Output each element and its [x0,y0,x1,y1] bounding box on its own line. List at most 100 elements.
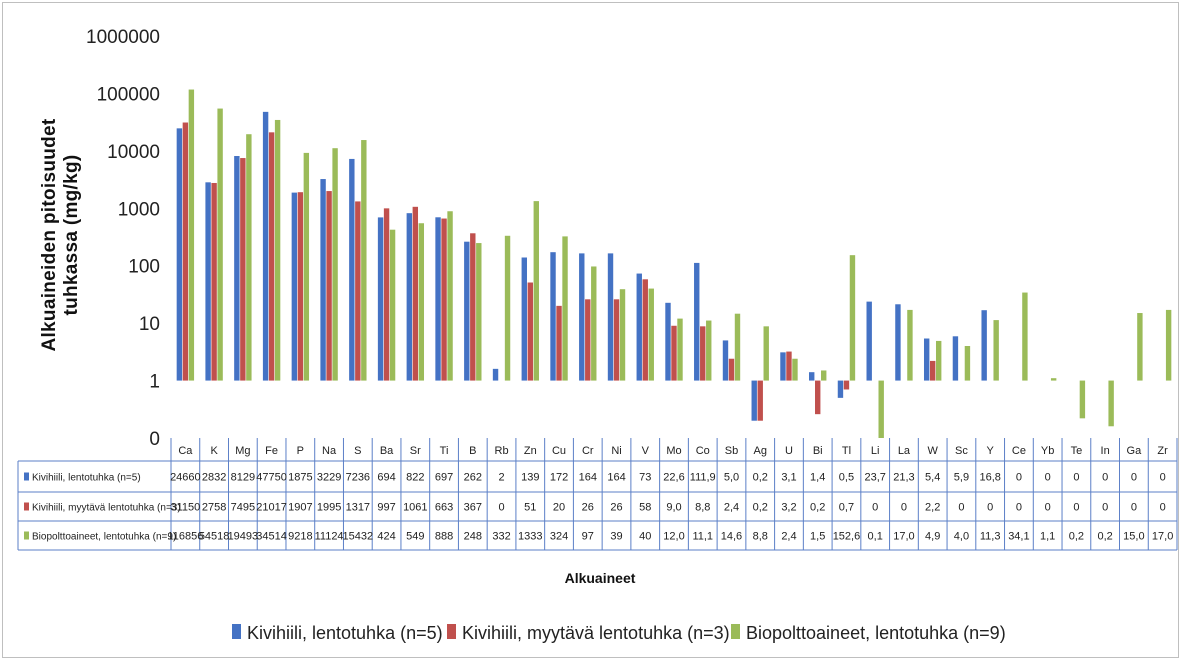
table-cell: 73 [639,472,651,484]
category-label: Cu [552,445,566,457]
legend: Kivihiili, lentotuhka (n=5) Kivihiili, my… [232,623,1006,643]
bar-y-series-3 [993,320,999,381]
bar-ag-series-3 [763,326,769,381]
category-label: Ag [753,445,766,457]
table-cell: 20 [553,502,565,514]
table-cell: 697 [435,472,453,484]
bar-cu-series-1 [550,252,556,381]
bar-te-series-3 [1079,380,1086,419]
y-tick-label: 1000000 [86,27,160,48]
legend-label: Biopolttoaineet, lentotuhka (n=9) [746,623,1006,643]
table-row-label: Biopolttoaineet, lentotuhka (n=9) [32,532,176,543]
category-label: Zn [524,445,537,457]
bar-sb-series-3 [734,313,741,381]
bar-v-series-3 [648,288,654,381]
table-cell: 23,7 [864,472,885,484]
table-cell: 332 [492,531,510,543]
bar-cu-series-3 [562,236,568,381]
category-label: Sr [410,445,421,457]
bar-ti-series-2 [441,218,447,381]
bar-k-series-3 [217,108,223,381]
bar-mg-series-2 [240,158,246,381]
table-cell: 424 [377,531,395,543]
bar-li-series-3 [878,380,884,438]
table-cell: 888 [435,531,453,543]
bar-ag-series-1 [751,380,757,421]
category-label: P [297,445,304,457]
table-cell: 116856 [167,531,203,543]
category-label: S [354,445,361,457]
table-cell: 0 [1045,502,1051,514]
table-cell: 4,9 [925,531,940,543]
bar-ag-series-2 [757,380,763,421]
table-cell: 2,4 [781,531,796,543]
table-row-label: Kivihiili, myytävä lentotuhka (n=3) [32,503,181,514]
bar-ti-series-3 [447,211,453,381]
table-cell: 694 [377,472,395,484]
table-cell: 51 [524,502,536,514]
table-cell: 26 [582,502,594,514]
table-cell: 17,0 [1152,531,1173,543]
bar-bi-series-3 [821,370,827,381]
table-cell: 2,2 [925,502,940,514]
table-cell: 0 [1073,472,1079,484]
category-label: Y [986,445,994,457]
table-cell: 0,7 [839,502,854,514]
table-cell: 21,3 [893,472,914,484]
table-cell: 1,4 [810,472,825,484]
table-cell: 47750 [256,472,287,484]
table-cell: 15,0 [1123,531,1144,543]
category-label: In [1101,445,1110,457]
table-cell: 16,8 [979,472,1000,484]
bar-mg-series-3 [246,134,252,381]
table-cell: 324 [550,531,568,543]
legend-swatch [447,624,456,639]
bar-la-series-3 [907,309,913,381]
table-cell: 0,2 [753,472,768,484]
bars [176,89,1172,438]
bar-ce-series-3 [1022,292,1028,381]
category-label: K [210,445,218,457]
bar-mo-series-2 [671,325,677,381]
table-cell: 11124 [315,531,344,543]
bar-co-series-1 [694,262,700,381]
table-cell: 111,9 [690,472,716,484]
bar-co-series-3 [706,320,712,381]
table-cell: 0 [1102,472,1108,484]
table-cell: 8,8 [695,502,710,514]
table-cell: 7495 [231,502,255,514]
bar-ba-series-3 [389,229,396,381]
category-label: B [469,445,476,457]
bar-tl-series-1 [837,380,844,398]
table-cell: 15432 [343,531,374,543]
category-label: Mo [666,445,681,457]
bar-na-series-1 [320,179,326,381]
table-cell: 11,1 [692,531,713,543]
bar-rb-series-3 [504,235,511,381]
table-row-key [24,531,29,540]
category-label: Co [696,445,710,457]
bar-sb-series-2 [728,358,735,381]
table-cell: 822 [406,472,424,484]
bar-b-series-1 [464,241,470,381]
bar-cr-series-2 [585,299,591,381]
table-cell: 0 [987,502,993,514]
table-cell: 19493 [228,531,259,543]
table-cell: 0 [1073,502,1079,514]
bar-ba-series-1 [377,217,384,381]
table-cell: 2,4 [724,502,739,514]
legend-label: Kivihiili, myytävä lentotuhka (n=3) [462,623,730,643]
bar-bi-series-2 [815,380,821,415]
bar-s-series-2 [355,201,361,381]
bar-sr-series-2 [412,206,419,381]
category-label: Sb [725,445,738,457]
table-cell: 17,0 [893,531,914,543]
table-row-key [24,502,29,511]
table-cell: 1875 [288,472,312,484]
table-cell: 0 [1045,472,1051,484]
bar-v-series-2 [642,279,648,381]
table-cell: 40 [639,531,651,543]
table-cell: 0 [1131,472,1137,484]
category-label: Ba [380,445,394,457]
category-label: La [898,445,911,457]
